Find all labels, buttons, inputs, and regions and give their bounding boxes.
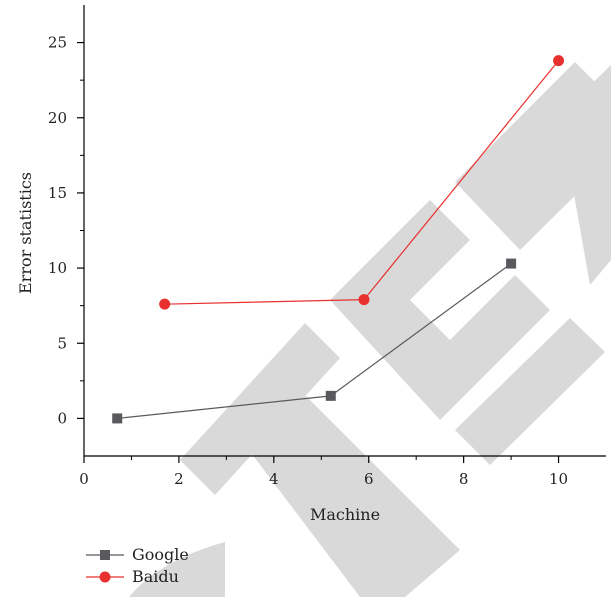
legend-marker-baidu	[99, 571, 111, 583]
y-tick-label: 20	[48, 109, 67, 127]
data-point-baidu	[358, 294, 370, 306]
y-axis-title: Error statistics	[16, 172, 35, 294]
legend: Google Baidu	[86, 545, 189, 586]
data-point-baidu	[553, 55, 565, 67]
y-tick-label: 10	[48, 259, 67, 277]
data-point-baidu	[159, 298, 171, 310]
x-axis-title: Machine	[310, 505, 380, 524]
series-baidu	[159, 55, 565, 310]
legend-item-baidu: Baidu	[86, 567, 179, 586]
y-tick-label: 25	[48, 34, 67, 52]
data-point-google	[325, 390, 336, 401]
x-tick-label: 8	[459, 470, 469, 488]
data-point-google	[506, 258, 517, 269]
y-tick-label: 15	[48, 184, 67, 202]
retracted-watermark	[130, 62, 611, 597]
y-tick-label: 0	[57, 409, 67, 427]
legend-item-google: Google	[86, 545, 189, 564]
y-tick-label: 5	[57, 334, 67, 352]
data-point-google	[112, 413, 123, 424]
watermark-shape	[180, 323, 340, 495]
legend-label-baidu: Baidu	[132, 567, 179, 586]
watermark-shape	[245, 390, 460, 597]
x-tick-label: 2	[174, 470, 184, 488]
legend-label-google: Google	[132, 545, 189, 564]
legend-marker-google	[100, 550, 110, 560]
x-tick-label: 10	[549, 470, 568, 488]
x-tick-label: 4	[269, 470, 279, 488]
watermark-shape	[330, 200, 550, 420]
series-google	[112, 258, 517, 424]
watermark-shape	[455, 318, 605, 465]
watermark-shape	[560, 65, 611, 285]
chart-axes: 0 2 4 6 8 10 0 5 10 15 20 25	[48, 5, 606, 488]
x-tick-label: 0	[79, 470, 89, 488]
x-tick-label: 6	[364, 470, 374, 488]
watermark-shape	[130, 542, 225, 597]
series-layer	[112, 55, 565, 424]
